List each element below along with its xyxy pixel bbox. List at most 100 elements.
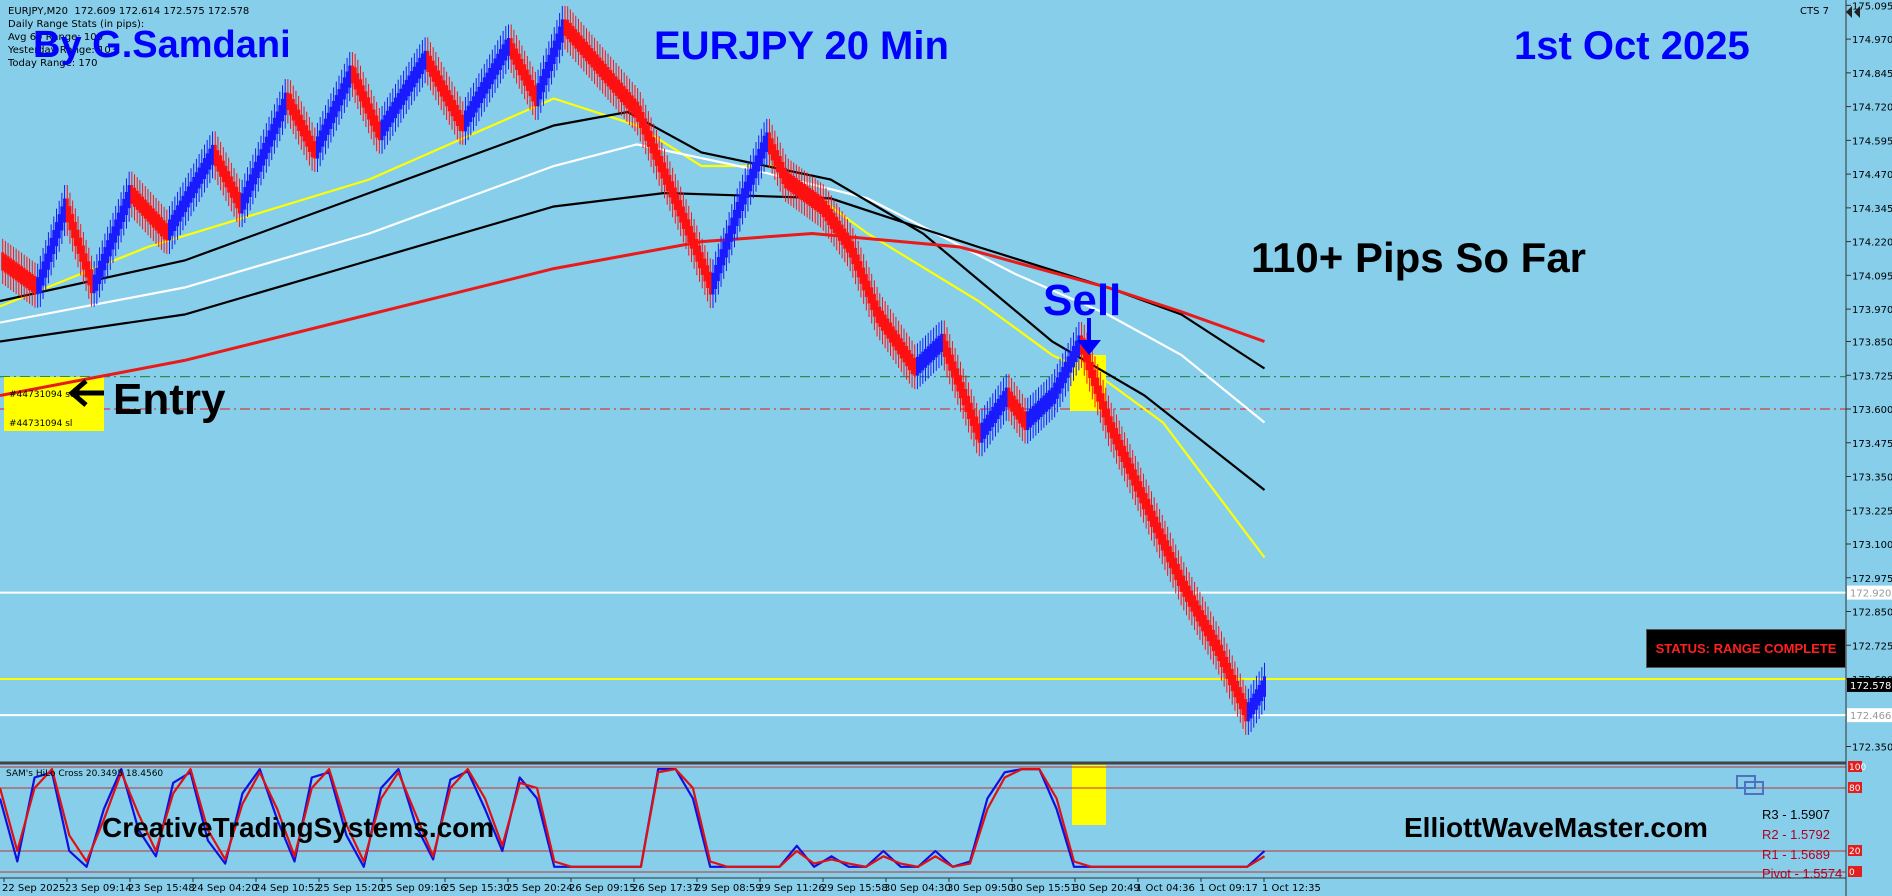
candle-body <box>240 193 244 214</box>
candle-body <box>313 141 317 159</box>
candle-body <box>698 245 702 269</box>
candle-body <box>722 241 726 266</box>
candle-body <box>474 91 478 113</box>
candle-body <box>36 277 40 295</box>
candle-body <box>1106 409 1110 433</box>
candle-body <box>124 191 128 216</box>
candle-body <box>687 219 691 243</box>
time-tick-label: 23 Sep 15:48 <box>128 883 195 894</box>
symbol-line: EURJPY,M20 172.609 172.614 172.575 172.5… <box>8 6 250 17</box>
candle-body <box>1238 687 1242 710</box>
candle-body <box>1133 469 1137 492</box>
candle-body <box>418 57 422 79</box>
candle-body <box>33 276 37 295</box>
candle-body <box>840 224 844 245</box>
candle-body <box>1166 540 1170 563</box>
price-tick-label: 172.975 <box>1852 574 1892 585</box>
candle-body <box>1093 369 1097 394</box>
candle-body <box>119 205 123 229</box>
candle-body <box>159 217 163 237</box>
candle-body <box>1117 434 1121 457</box>
candle-body <box>501 44 505 66</box>
candle-body <box>1190 590 1194 612</box>
candle-body <box>689 225 693 249</box>
candle-body <box>1209 624 1213 647</box>
candle-body <box>44 253 48 278</box>
candle-body <box>816 193 820 212</box>
candle-body <box>79 237 83 262</box>
candle-body <box>937 335 941 355</box>
price-tick-label: 173.475 <box>1852 439 1892 450</box>
candle-body <box>98 260 102 284</box>
candle-body <box>1020 407 1024 428</box>
oscillator-axis-label: 100 <box>1849 763 1866 773</box>
candle-body <box>243 187 247 210</box>
candle-body <box>1182 575 1186 597</box>
candle-body <box>404 79 408 101</box>
candle-body <box>485 72 489 94</box>
candle-body <box>558 26 562 50</box>
candle-body <box>324 118 328 141</box>
candle-body <box>700 252 704 275</box>
candle-body <box>68 206 72 231</box>
candle-body <box>170 214 174 236</box>
website-left: CreativeTradingSystems.com <box>102 812 495 843</box>
candle-body <box>447 90 451 112</box>
candle-body <box>415 62 419 83</box>
candle-body <box>512 43 516 65</box>
candle-body <box>246 180 250 204</box>
candle-body <box>875 300 879 323</box>
candle-body <box>996 398 1000 420</box>
candle-body <box>1203 615 1207 637</box>
oscillator-axis-label: 0 <box>1849 868 1855 878</box>
candle-body <box>603 63 607 84</box>
candle-body <box>318 130 322 153</box>
candle-body <box>523 64 527 86</box>
candle-body <box>192 177 196 198</box>
candle-body <box>980 422 984 443</box>
candle-body <box>671 181 675 204</box>
candle-body <box>1193 595 1197 617</box>
candle-body <box>628 92 632 112</box>
candle-body <box>1010 391 1014 412</box>
candle-body <box>848 236 852 258</box>
candle-body <box>461 114 465 132</box>
candle-body <box>1230 668 1234 692</box>
scroll-arrow-icon[interactable] <box>1846 6 1860 18</box>
time-tick-label: 29 Sep 15:58 <box>821 883 888 894</box>
candle-body <box>41 261 45 286</box>
website-right: ElliottWaveMaster.com <box>1404 812 1708 843</box>
candle-body <box>983 418 987 439</box>
candle-body <box>200 162 204 184</box>
price-tick-label: 173.225 <box>1852 506 1892 517</box>
candle-body <box>95 267 99 291</box>
candle-body <box>1141 487 1145 510</box>
candle-body <box>977 423 981 443</box>
template-label: CTS 7 <box>1800 6 1829 17</box>
candle-body <box>388 106 392 127</box>
candle-body <box>929 343 933 363</box>
candle-body <box>28 272 32 291</box>
time-tick-label: 25 Sep 15:30 <box>443 883 510 894</box>
candle-body <box>550 47 554 72</box>
candle-body <box>332 100 336 124</box>
candle-body <box>1069 351 1073 373</box>
candle-body <box>654 143 658 166</box>
pivot-r2: R2 - 1.5792 <box>1762 827 1830 842</box>
candle-body <box>724 233 728 258</box>
time-tick-label: 24 Sep 10:52 <box>254 883 321 894</box>
candle-body <box>590 48 594 68</box>
candle-body <box>1219 644 1223 668</box>
candle-body <box>894 330 898 351</box>
candle-body <box>636 101 640 122</box>
trend-icon <box>1736 775 1764 795</box>
candle-body <box>813 191 817 211</box>
author-title: By G.Samdani <box>33 24 291 66</box>
candle-body <box>1112 422 1116 445</box>
candle-body <box>1018 403 1022 424</box>
candle-body <box>967 395 971 419</box>
candle-body <box>1179 569 1183 592</box>
candle-body <box>730 217 734 242</box>
time-tick-label: 24 Sep 04:20 <box>191 883 258 894</box>
candle-body <box>1123 445 1127 468</box>
